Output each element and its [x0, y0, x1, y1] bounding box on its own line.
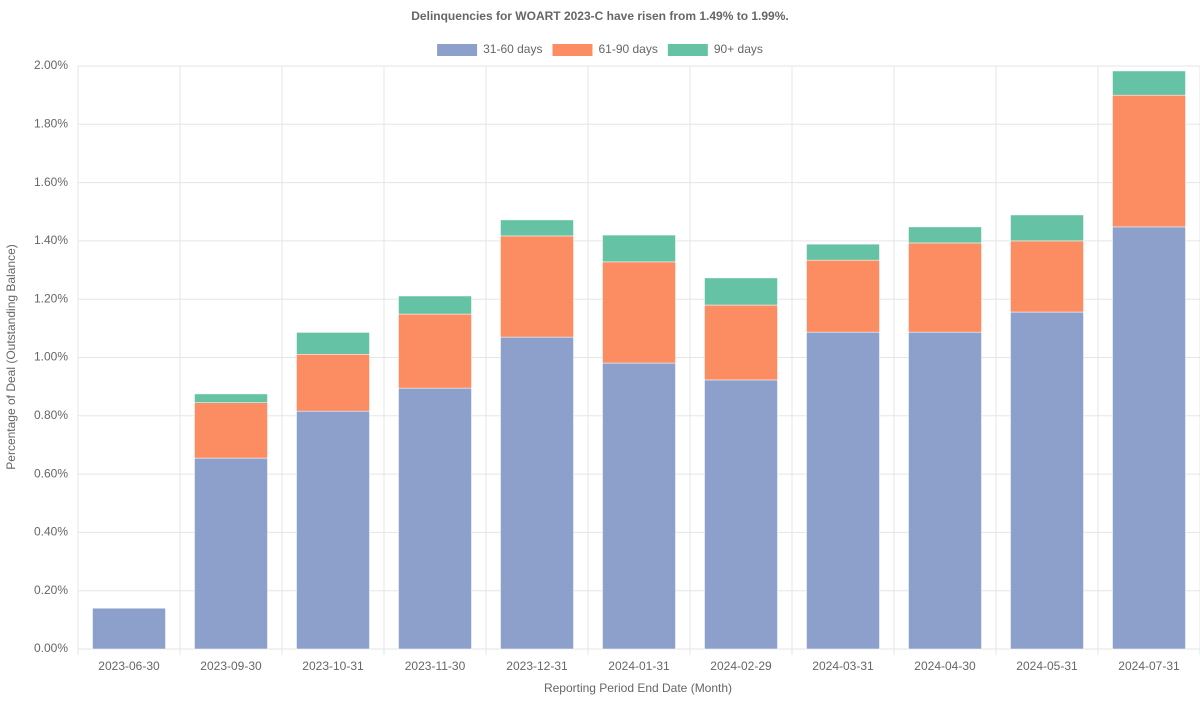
x-tick-label: 2023-10-31 — [302, 659, 364, 673]
chart-title: Delinquencies for WOART 2023-C have rise… — [411, 9, 788, 23]
bar-segment — [806, 243, 880, 261]
bar-segment — [602, 261, 676, 364]
bar-segment — [296, 410, 370, 650]
y-tick-label: 0.80% — [34, 408, 68, 422]
legend-swatch — [667, 44, 708, 56]
bar-segment — [806, 259, 880, 333]
y-tick-label: 1.00% — [34, 350, 68, 364]
bar-segment — [1010, 311, 1084, 650]
bar-segment — [602, 362, 676, 650]
bar-segment — [806, 331, 880, 650]
y-axis-title: Percentage of Deal (Outstanding Balance) — [4, 244, 18, 469]
bar-segment — [1010, 240, 1084, 313]
y-tick-label: 1.80% — [34, 116, 68, 130]
bar-segment — [704, 304, 778, 381]
y-tick-label: 1.20% — [34, 291, 68, 305]
legend-label: 31-60 days — [483, 42, 542, 56]
x-tick-label: 2023-06-30 — [98, 659, 160, 673]
bar-segment — [296, 332, 370, 355]
x-tick-label: 2024-05-31 — [1016, 659, 1078, 673]
x-tick-label: 2023-12-31 — [506, 659, 568, 673]
legend-swatch — [437, 44, 478, 56]
y-tick-label: 0.40% — [34, 525, 68, 539]
bar-segment — [1112, 94, 1186, 228]
bar-segment — [704, 379, 778, 650]
y-tick-label: 0.00% — [34, 641, 68, 655]
x-tick-label: 2024-07-31 — [1118, 659, 1180, 673]
x-axis-title: Reporting Period End Date (Month) — [544, 681, 732, 695]
bar-segment — [398, 313, 472, 389]
x-tick-label: 2023-09-30 — [200, 659, 262, 673]
bar-segment — [500, 336, 574, 650]
x-tick-label: 2024-02-29 — [710, 659, 772, 673]
bar-segment — [1112, 226, 1186, 650]
legend-label: 61-90 days — [598, 42, 657, 56]
bar-segment — [704, 277, 778, 306]
bar-segment — [398, 387, 472, 650]
y-tick-label: 1.60% — [34, 175, 68, 189]
bar-segment — [500, 219, 574, 237]
bar-segment — [194, 402, 268, 459]
y-tick-label: 0.60% — [34, 466, 68, 480]
x-tick-label: 2024-01-31 — [608, 659, 670, 673]
y-tick-label: 0.20% — [34, 583, 68, 597]
bar-segment — [908, 331, 982, 650]
bar-segment — [296, 354, 370, 412]
x-tick-label: 2024-03-31 — [812, 659, 874, 673]
legend-label: 90+ days — [714, 42, 763, 56]
legend-swatch — [552, 44, 593, 56]
bar-segment — [194, 457, 268, 650]
bar-segment — [1010, 214, 1084, 242]
y-tick-label: 1.40% — [34, 233, 68, 247]
x-tick-label: 2023-11-30 — [405, 659, 466, 673]
bar-segment — [194, 393, 268, 403]
bar-segment — [908, 226, 982, 244]
bar-segment — [908, 242, 982, 333]
y-tick-label: 2.00% — [34, 58, 68, 72]
x-tick-label: 2024-04-30 — [914, 659, 976, 673]
bar-segment — [92, 607, 166, 650]
bar-segment — [602, 234, 676, 263]
bar-segment — [1112, 70, 1186, 96]
bar-segment — [398, 295, 472, 315]
bar-segment — [500, 235, 574, 338]
